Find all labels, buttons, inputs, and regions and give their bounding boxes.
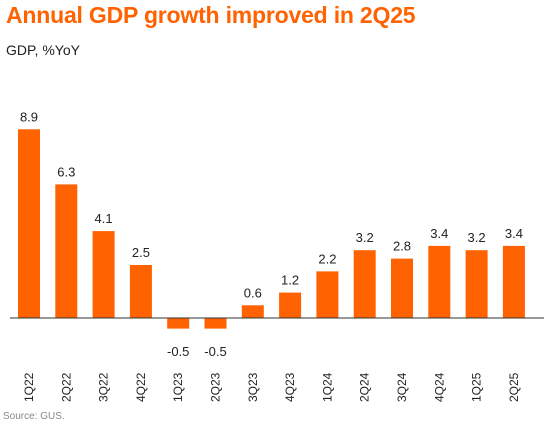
bar-2Q22 (55, 184, 78, 318)
data-label: 0.6 (244, 285, 262, 300)
x-tick-label: 2Q22 (59, 372, 73, 402)
bar-2Q24 (353, 250, 376, 318)
x-tick-label: 4Q23 (283, 372, 297, 402)
bar-3Q23 (241, 305, 264, 318)
data-label: 1.2 (281, 273, 299, 288)
data-label: 2.8 (393, 239, 411, 254)
bar-2Q23 (204, 318, 227, 329)
data-label: -0.5 (204, 344, 226, 359)
x-tick-label: 1Q22 (22, 372, 36, 402)
x-tick-label: 4Q22 (134, 372, 148, 402)
x-tick-label: 1Q24 (320, 372, 334, 402)
bar-1Q22 (18, 129, 40, 318)
chart-title: Annual GDP growth improved in 2Q25 (6, 2, 416, 28)
x-tick-label: 2Q23 (209, 372, 223, 402)
data-label: 2.5 (132, 245, 150, 260)
bar-4Q24 (428, 245, 451, 318)
data-label: 3.4 (505, 226, 523, 241)
data-label: 2.2 (318, 251, 336, 266)
data-label: -0.5 (167, 344, 189, 359)
source-note: Source: GUS. (3, 411, 65, 422)
x-tick-label: 1Q25 (470, 372, 484, 402)
data-label: 6.3 (57, 164, 75, 179)
x-tick-label: 2Q25 (507, 372, 521, 402)
bar-4Q23 (279, 292, 302, 318)
x-tick-label: 3Q22 (97, 372, 111, 402)
x-tick-label: 2Q24 (358, 372, 372, 402)
bar-3Q22 (92, 231, 115, 318)
bar-4Q22 (129, 265, 152, 318)
data-label: 8.9 (20, 109, 38, 124)
bar-1Q23 (167, 318, 190, 329)
bar-3Q24 (391, 258, 413, 318)
x-tick-label: 3Q23 (246, 372, 260, 402)
x-tick-label: 4Q24 (432, 372, 446, 402)
data-label: 3.2 (468, 230, 486, 245)
x-tick-label: 1Q23 (171, 372, 185, 402)
x-tick-label: 3Q24 (395, 372, 409, 402)
bar-1Q24 (316, 271, 339, 318)
bar-2Q25 (502, 245, 525, 318)
chart-subtitle: GDP, %YoY (6, 42, 80, 58)
bar-1Q25 (465, 250, 488, 318)
data-label: 3.2 (356, 230, 374, 245)
data-label: 4.1 (95, 211, 113, 226)
data-label: 3.4 (430, 226, 448, 241)
